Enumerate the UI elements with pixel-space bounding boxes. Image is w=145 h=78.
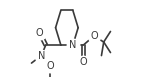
Text: O: O [80,57,87,67]
Text: N: N [69,40,77,50]
Text: N: N [38,51,45,61]
Text: O: O [47,61,54,71]
Text: O: O [36,28,44,38]
Text: O: O [90,31,98,41]
